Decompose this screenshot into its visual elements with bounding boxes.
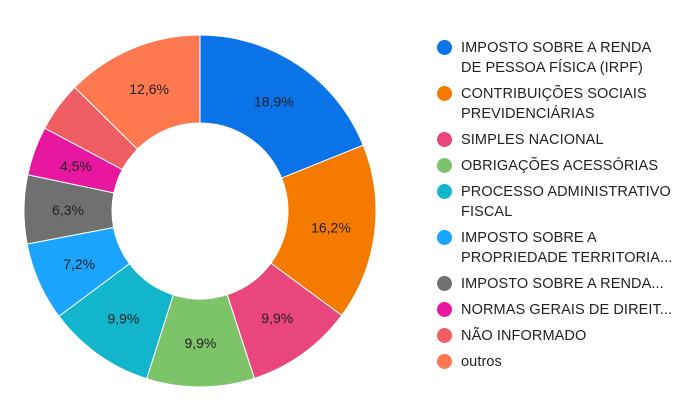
slice-label-2: 16,2%	[311, 220, 351, 236]
legend-label: SIMPLES NACIONAL	[461, 132, 604, 148]
legend-swatch-icon	[437, 158, 452, 173]
legend-swatch-icon	[437, 184, 452, 199]
slice-label-3: 9,9%	[261, 310, 293, 326]
slice-label-10: 12,6%	[129, 81, 169, 97]
legend-item-8[interactable]: NORMAS GERAIS DE DIREIT...	[437, 300, 697, 320]
legend-swatch-icon	[437, 40, 452, 55]
legend-label: CONTRIBUIÇÕES SOCIAIS PREVIDENCIÁRIAS	[461, 86, 647, 122]
slice-label-4: 9,9%	[184, 335, 216, 351]
legend-swatch-icon	[437, 276, 452, 291]
legend-label: IMPOSTO SOBRE A PROPRIEDADE TERRITORIA..…	[461, 230, 673, 266]
legend-swatch-icon	[437, 354, 452, 369]
legend-swatch-icon	[437, 86, 452, 101]
legend-label: NÃO INFORMADO	[461, 328, 587, 344]
slice-label-1: 18,9%	[254, 94, 294, 110]
legend-label: NORMAS GERAIS DE DIREIT...	[461, 302, 673, 318]
slice-10[interactable]	[74, 34, 201, 150]
legend-swatch-icon	[437, 328, 452, 343]
slice-label-6: 7,2%	[63, 256, 95, 272]
legend-item-2[interactable]: CONTRIBUIÇÕES SOCIAIS PREVIDENCIÁRIAS	[437, 84, 697, 124]
slice-labels: 18,9% 16,2% 9,9% 9,9% 9,9% 7,2% 6,3% 4,5% 12,6%	[52, 81, 351, 351]
slices	[23, 34, 377, 388]
legend-item-1[interactable]: IMPOSTO SOBRE A RENDA DE PESSOA FÍSICA (…	[437, 38, 697, 78]
legend-swatch-icon	[437, 302, 452, 317]
legend-item-5[interactable]: PROCESSO ADMINISTRATIVO FISCAL	[437, 182, 697, 222]
slice-2[interactable]	[270, 144, 377, 317]
legend-item-4[interactable]: OBRIGAÇÕES ACESSÓRIAS	[437, 156, 697, 176]
legend-swatch-icon	[437, 132, 452, 147]
legend-item-9[interactable]: NÃO INFORMADO	[437, 326, 697, 346]
slice-label-7: 6,3%	[52, 202, 84, 218]
legend-label: IMPOSTO SOBRE A RENDA...	[461, 276, 664, 292]
legend-item-3[interactable]: SIMPLES NACIONAL	[437, 130, 697, 150]
slice-label-5: 9,9%	[107, 311, 139, 327]
legend: IMPOSTO SOBRE A RENDA DE PESSOA FÍSICA (…	[437, 38, 697, 378]
legend-item-10[interactable]: outros	[437, 352, 697, 372]
slice-label-8: 4,5%	[60, 158, 92, 174]
slice-1[interactable]	[199, 34, 364, 179]
legend-item-7[interactable]: IMPOSTO SOBRE A RENDA...	[437, 274, 697, 294]
legend-label: outros	[461, 354, 502, 370]
legend-label: IMPOSTO SOBRE A RENDA DE PESSOA FÍSICA (…	[461, 40, 652, 76]
legend-swatch-icon	[437, 230, 452, 245]
legend-label: PROCESSO ADMINISTRATIVO FISCAL	[461, 184, 671, 220]
legend-label: OBRIGAÇÕES ACESSÓRIAS	[461, 158, 659, 174]
legend-item-6[interactable]: IMPOSTO SOBRE A PROPRIEDADE TERRITORIA..…	[437, 228, 697, 268]
